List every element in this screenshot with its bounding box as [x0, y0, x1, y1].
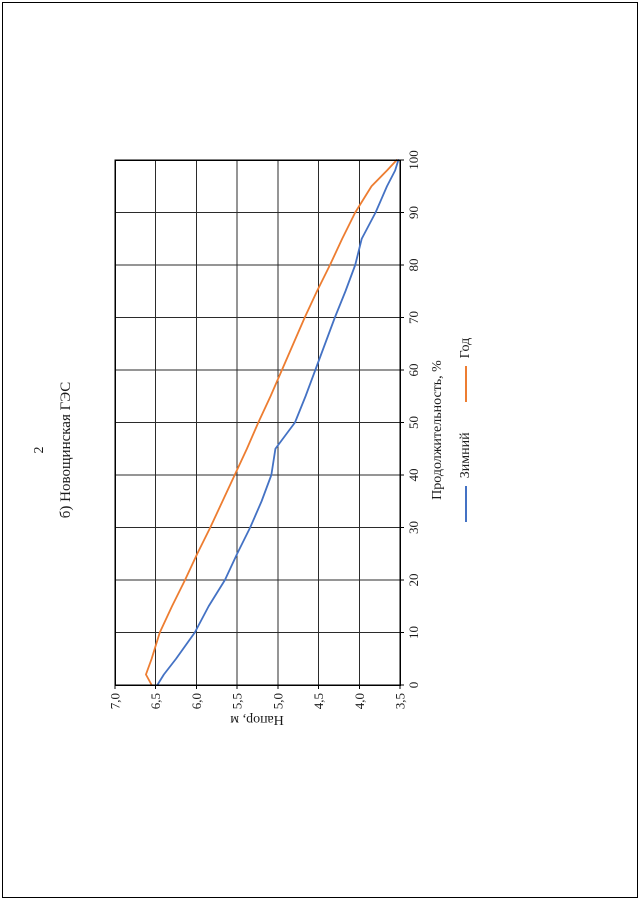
year-line-sample	[465, 366, 467, 403]
svg-text:100: 100	[406, 150, 421, 170]
svg-text:7,0: 7,0	[108, 693, 123, 709]
legend-label-year: Год	[458, 337, 473, 359]
svg-text:40: 40	[406, 469, 421, 482]
svg-text:70: 70	[406, 311, 421, 324]
svg-text:6,0: 6,0	[189, 693, 204, 709]
svg-text:80: 80	[406, 259, 421, 272]
svg-text:50: 50	[406, 416, 421, 429]
svg-text:10: 10	[406, 626, 421, 639]
svg-text:20: 20	[406, 574, 421, 587]
svg-text:3,5: 3,5	[393, 693, 408, 709]
winter-line-sample	[465, 486, 467, 523]
page-number: 2	[32, 446, 47, 454]
svg-text:4,5: 4,5	[311, 693, 326, 709]
chart-legend: Зимний Год	[458, 110, 474, 750]
x-axis-title: Продолжительность, %	[430, 360, 445, 500]
chart-title: б) Новощинская ГЭС	[58, 381, 74, 519]
svg-text:4,0: 4,0	[352, 693, 367, 709]
svg-text:5,0: 5,0	[270, 693, 285, 709]
svg-text:60: 60	[406, 364, 421, 377]
legend-item-winter: Зимний	[458, 432, 474, 523]
y-axis-title: Напор, м	[230, 712, 284, 727]
legend-item-year: Год	[458, 338, 474, 403]
svg-text:5,5: 5,5	[230, 693, 245, 709]
svg-text:6,5: 6,5	[148, 693, 163, 709]
svg-text:90: 90	[406, 206, 421, 219]
svg-text:0: 0	[406, 682, 421, 689]
legend-label-winter: Зимний	[458, 432, 473, 479]
duration-curve-chart: 0 10 20 30 40 50 60 70 80 90 100 3,5 4,0 4,5 5,0 5,5 6,0…	[108, 150, 422, 709]
svg-text:30: 30	[406, 521, 421, 534]
